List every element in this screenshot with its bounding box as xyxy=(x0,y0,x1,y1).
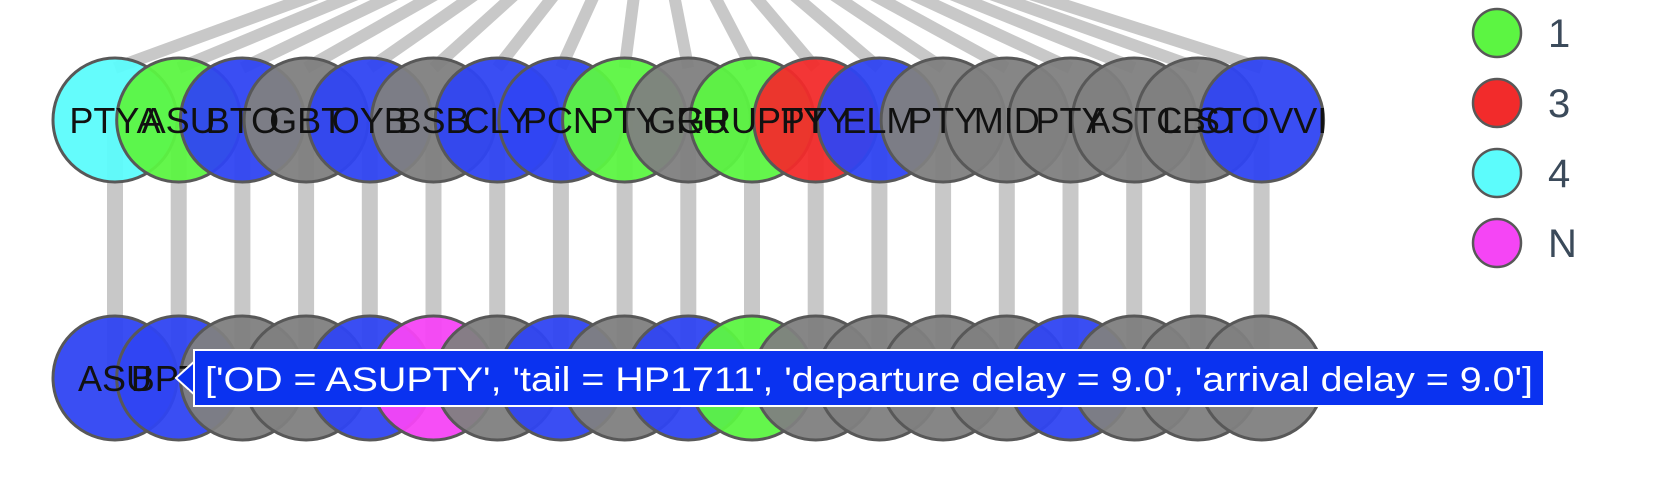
edge-line xyxy=(668,0,695,70)
edge-line xyxy=(750,0,821,72)
top-node-row: PTYAASUBTOGBTOYBBSBCLYPCNPTYGRUGRUPTYPTY… xyxy=(51,56,1327,184)
tooltip-text: ['OD = ASUPTY', 'tail = HP1711', 'depart… xyxy=(205,361,1533,399)
top-node-label: CLY xyxy=(464,100,531,141)
edge-line xyxy=(112,0,319,74)
top-node-label: PTY xyxy=(1035,100,1105,141)
edge-line xyxy=(790,0,884,73)
edge-line xyxy=(709,0,758,71)
edge-line xyxy=(870,0,1010,74)
legend-label: 4 xyxy=(1548,152,1570,196)
top-node-label: BSB xyxy=(397,100,469,141)
top-node-label: STOVVI xyxy=(1196,100,1327,141)
bottom-node-label: ASU xyxy=(78,358,152,399)
top-node-label: PTY xyxy=(781,100,851,141)
top-node-label: ELM xyxy=(842,100,916,141)
top-node-circle[interactable] xyxy=(1198,56,1326,184)
legend-swatch[interactable] xyxy=(1471,217,1523,269)
legend-label: N xyxy=(1548,222,1577,266)
top-node-label: BTO xyxy=(206,100,279,141)
legend-swatch[interactable] xyxy=(1471,77,1523,129)
top-node-label: PTYA xyxy=(69,100,160,141)
upper-edges xyxy=(112,0,1264,74)
edge-line xyxy=(239,0,399,74)
bottom-node-row: ASUBPTC xyxy=(51,314,1326,442)
edge-line xyxy=(618,0,640,69)
top-node-label: MID xyxy=(974,100,1040,141)
edge-line xyxy=(910,0,1074,74)
legend-swatch[interactable] xyxy=(1471,147,1523,199)
top-node-label: ASU xyxy=(142,100,216,141)
edge-line xyxy=(555,0,599,71)
hover-tooltip: ['OD = ASUPTY', 'tail = HP1711', 'depart… xyxy=(174,349,1545,407)
edge-line xyxy=(989,0,1200,74)
legend: 1 3 4 N xyxy=(1471,7,1577,269)
legend-swatch[interactable] xyxy=(1471,7,1523,59)
top-node-label: PCN xyxy=(523,100,599,141)
edge-line xyxy=(429,0,518,73)
edge-line xyxy=(176,0,359,74)
top-node-label: LBO xyxy=(1162,100,1234,141)
edge-line xyxy=(492,0,558,72)
edge-line xyxy=(366,0,478,73)
edge-line xyxy=(949,0,1137,74)
tooltip-box xyxy=(193,349,1545,407)
top-node-label: GRUPTY xyxy=(677,100,827,141)
top-node-label: GBT xyxy=(269,100,343,141)
edge-line xyxy=(1029,0,1264,74)
top-node-label: ASTC xyxy=(1086,100,1182,141)
edge-line xyxy=(303,0,438,74)
legend-label: 3 xyxy=(1548,82,1570,126)
top-node-label: GRU xyxy=(648,100,728,141)
edge-line xyxy=(830,0,947,73)
legend-label: 1 xyxy=(1548,12,1570,56)
top-node-label: OYB xyxy=(332,100,408,141)
top-node-label: PTY xyxy=(908,100,978,141)
top-node-label: PTY xyxy=(590,100,660,141)
